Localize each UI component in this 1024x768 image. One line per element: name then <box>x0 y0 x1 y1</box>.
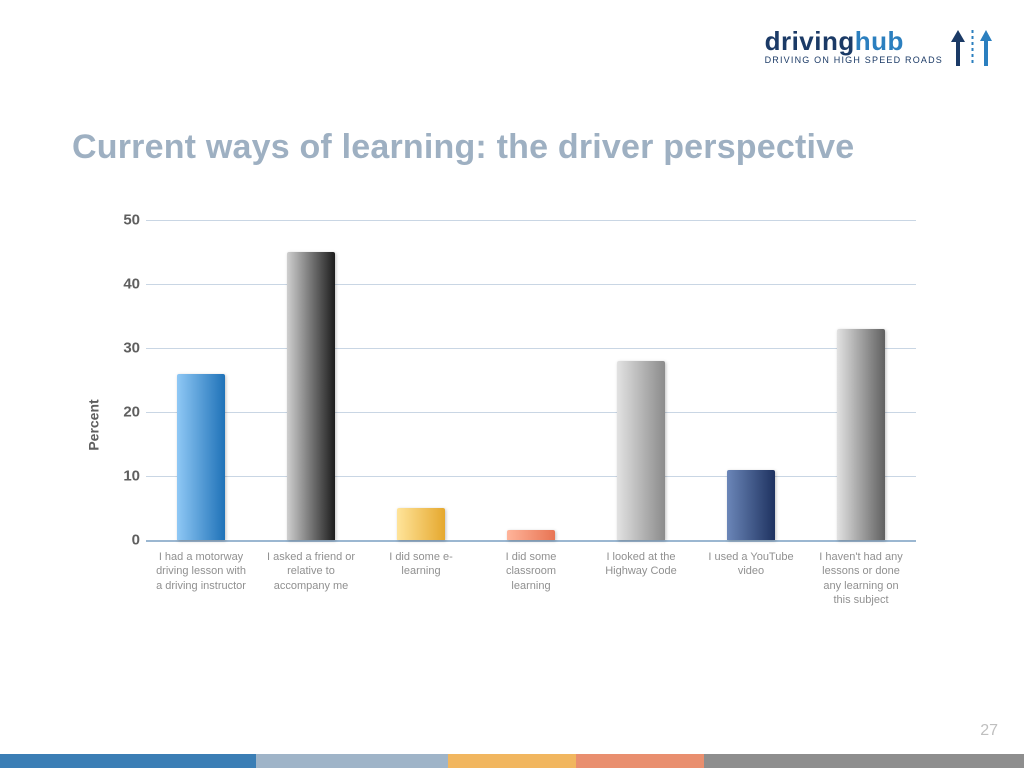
page-number: 27 <box>980 722 998 740</box>
footer-stripe-segment <box>0 754 256 768</box>
bar <box>837 329 885 540</box>
footer-stripe-segment <box>448 754 576 768</box>
x-tick-label: I had a motorway driving lesson with a d… <box>153 550 249 607</box>
plot-area: 01020304050 <box>146 220 916 540</box>
bars-container <box>146 220 916 540</box>
logo-divider-icon <box>971 28 974 68</box>
logo-arrows <box>949 28 994 68</box>
footer-stripe-segment <box>256 754 448 768</box>
bar-slot <box>605 220 677 540</box>
y-tick-label: 40 <box>106 276 140 293</box>
x-tick-label: I did some e-learning <box>373 550 469 607</box>
y-tick-label: 30 <box>106 340 140 357</box>
x-tick-label: I used a YouTube video <box>703 550 799 607</box>
bar-chart: Percent 01020304050 I had a motorway dri… <box>88 210 928 640</box>
bar <box>177 374 225 540</box>
bar-slot <box>165 220 237 540</box>
arrow-up-dark-icon <box>949 28 967 68</box>
arrow-up-light-icon <box>978 28 994 68</box>
bar <box>287 252 335 540</box>
bar <box>727 470 775 540</box>
logo-word-2: hub <box>855 26 904 56</box>
footer-stripe-segment <box>576 754 704 768</box>
footer-stripe <box>0 754 1024 768</box>
bar-slot <box>275 220 347 540</box>
y-axis-label: Percent <box>86 399 102 450</box>
logo-wordmark: drivinghub <box>765 28 943 54</box>
bar-slot <box>385 220 457 540</box>
bar-slot <box>715 220 787 540</box>
bar <box>507 530 555 540</box>
y-tick-label: 0 <box>106 532 140 549</box>
footer-stripe-segment <box>704 754 1024 768</box>
x-tick-label: I looked at the Highway Code <box>593 550 689 607</box>
bar-slot <box>495 220 567 540</box>
x-axis-labels: I had a motorway driving lesson with a d… <box>146 550 916 607</box>
logo-word-1: driving <box>765 26 855 56</box>
logo-tagline: DRIVING ON HIGH SPEED ROADS <box>765 56 943 65</box>
bar <box>397 508 445 540</box>
bar-slot <box>825 220 897 540</box>
x-tick-label: I did some classroom learning <box>483 550 579 607</box>
y-tick-label: 50 <box>106 212 140 229</box>
x-tick-label: I asked a friend or relative to accompan… <box>263 550 359 607</box>
logo: drivinghub DRIVING ON HIGH SPEED ROADS <box>765 28 994 68</box>
x-tick-label: I haven't had any lessons or done any le… <box>813 550 909 607</box>
y-tick-label: 10 <box>106 468 140 485</box>
slide: drivinghub DRIVING ON HIGH SPEED ROADS C… <box>0 0 1024 768</box>
bar <box>617 361 665 540</box>
y-tick-label: 20 <box>106 404 140 421</box>
gridline <box>146 540 916 542</box>
logo-text: drivinghub DRIVING ON HIGH SPEED ROADS <box>765 28 943 65</box>
slide-title: Current ways of learning: the driver per… <box>72 128 854 167</box>
